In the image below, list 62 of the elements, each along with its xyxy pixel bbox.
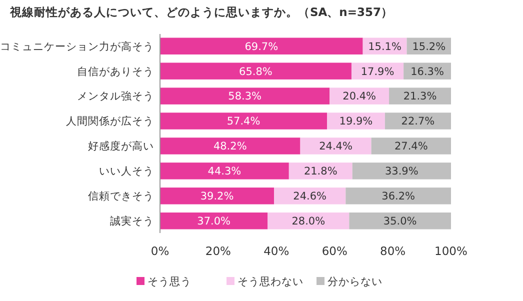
bar — [371, 138, 451, 154]
bar — [160, 188, 274, 204]
y-tick-label: いい人そう — [99, 166, 154, 178]
data-label: 16.3% — [410, 66, 444, 78]
data-label: 24.6% — [293, 190, 327, 203]
x-tick-label: 0% — [150, 244, 170, 258]
y-tick-label: メンタル強そう — [77, 90, 154, 103]
data-label: 65.8% — [239, 66, 272, 78]
legend-label: 分からない — [328, 276, 382, 288]
data-label: 15.1% — [368, 40, 402, 53]
data-label: 58.3% — [228, 90, 262, 103]
bar — [160, 88, 330, 104]
data-label: 33.9% — [384, 166, 418, 178]
data-label: 21.3% — [403, 90, 437, 103]
data-label: 20.4% — [342, 90, 376, 103]
bar — [274, 188, 346, 204]
bar — [330, 88, 390, 104]
y-tick-label: 人間関係が広そう — [66, 114, 154, 128]
data-label: 35.0% — [383, 216, 417, 228]
data-label: 69.7% — [244, 40, 278, 53]
data-label: 44.3% — [208, 166, 242, 178]
x-tick-label: 100% — [434, 244, 468, 258]
legend-label: そう思う — [148, 276, 192, 288]
bar — [384, 112, 451, 130]
x-tick-label: 60% — [322, 244, 348, 258]
data-label: 57.4% — [226, 116, 260, 128]
y-tick-label: 信頼できそう — [88, 190, 154, 203]
x-tick-label: 80% — [380, 244, 406, 258]
data-label: 27.4% — [394, 140, 428, 153]
x-tick-label: 20% — [205, 244, 232, 258]
data-label: 22.7% — [401, 116, 435, 128]
data-label: 21.8% — [304, 166, 338, 178]
chart-title: 視線耐性がある人について、どのように思いますか。（SA、n=357） — [9, 5, 394, 19]
bar — [389, 88, 451, 104]
bar — [160, 162, 289, 180]
bar — [327, 112, 385, 130]
data-label: 15.2% — [412, 40, 446, 53]
data-label: 36.2% — [382, 190, 416, 203]
bar — [268, 212, 350, 230]
bar — [160, 38, 363, 54]
y-tick-label: 誠実そう — [110, 214, 154, 228]
bar — [160, 138, 300, 154]
bar — [288, 162, 352, 180]
data-label: 39.2% — [200, 190, 234, 203]
legend-label: そう思わない — [238, 276, 304, 288]
bar — [349, 212, 451, 230]
data-label: 19.9% — [339, 116, 373, 128]
bar — [346, 188, 451, 204]
y-tick-label: 好感度が高い — [88, 140, 154, 153]
data-label: 24.4% — [319, 140, 352, 153]
bar — [300, 138, 372, 154]
bar — [160, 212, 268, 230]
bar — [160, 112, 328, 130]
data-label: 17.9% — [360, 66, 394, 78]
y-tick-label: 自信がありそう — [77, 66, 154, 78]
y-tick-label: コミュニケーション力が高そう — [0, 40, 154, 53]
bar — [352, 162, 451, 180]
x-tick-label: 40% — [264, 244, 290, 258]
data-label: 37.0% — [197, 216, 231, 228]
data-label: 48.2% — [213, 140, 247, 153]
bar — [160, 62, 352, 80]
data-label: 28.0% — [292, 216, 326, 228]
